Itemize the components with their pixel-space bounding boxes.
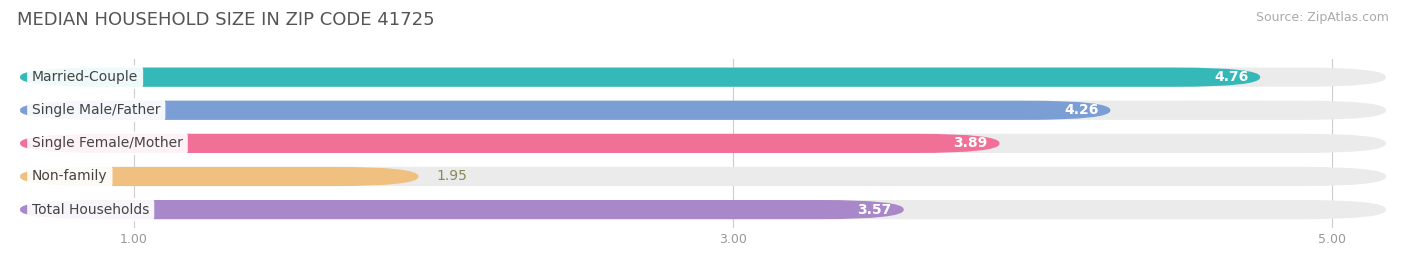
Text: 1.95: 1.95 (436, 169, 467, 184)
FancyBboxPatch shape (20, 101, 1386, 120)
Text: Single Male/Father: Single Male/Father (32, 103, 160, 117)
Text: 3.57: 3.57 (858, 203, 891, 217)
Text: 3.89: 3.89 (953, 136, 987, 150)
FancyBboxPatch shape (20, 68, 1260, 87)
FancyBboxPatch shape (20, 134, 1000, 153)
Text: Non-family: Non-family (32, 169, 108, 184)
Text: 4.26: 4.26 (1064, 103, 1098, 117)
FancyBboxPatch shape (20, 167, 1386, 186)
Text: Single Female/Mother: Single Female/Mother (32, 136, 183, 150)
FancyBboxPatch shape (20, 101, 1111, 120)
Text: MEDIAN HOUSEHOLD SIZE IN ZIP CODE 41725: MEDIAN HOUSEHOLD SIZE IN ZIP CODE 41725 (17, 11, 434, 29)
Text: Total Households: Total Households (32, 203, 149, 217)
FancyBboxPatch shape (20, 134, 1386, 153)
Text: 4.76: 4.76 (1213, 70, 1249, 84)
FancyBboxPatch shape (20, 68, 1386, 87)
FancyBboxPatch shape (20, 200, 904, 219)
FancyBboxPatch shape (20, 167, 419, 186)
Text: Source: ZipAtlas.com: Source: ZipAtlas.com (1256, 11, 1389, 24)
Text: Married-Couple: Married-Couple (32, 70, 138, 84)
FancyBboxPatch shape (20, 200, 1386, 219)
